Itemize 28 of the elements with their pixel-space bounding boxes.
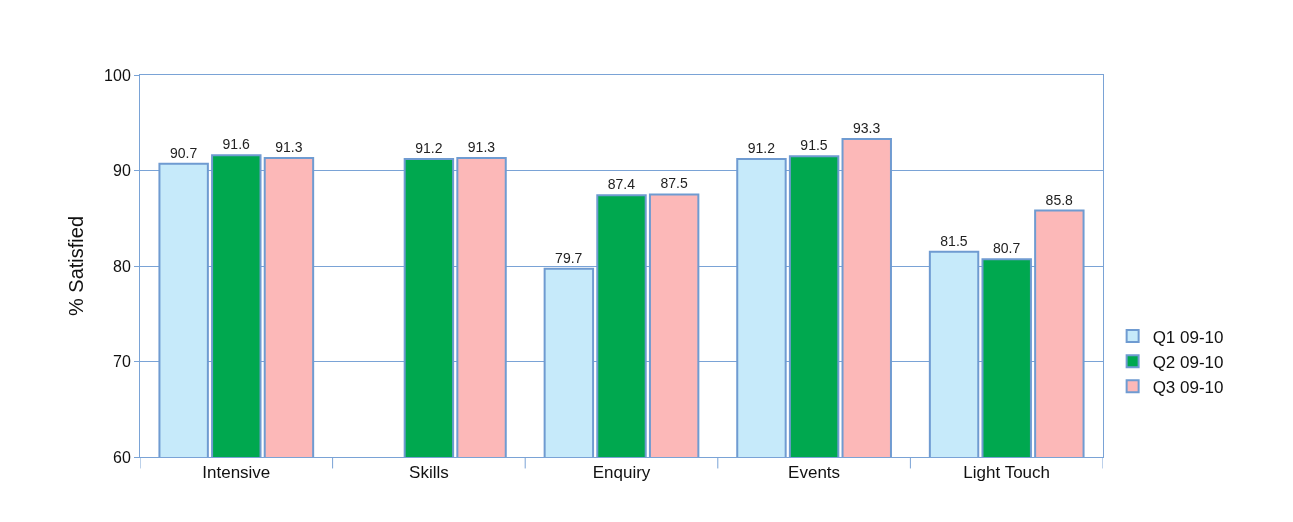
y-tick-label: 90 xyxy=(113,162,131,180)
legend-label: Q3 09-10 xyxy=(1152,377,1224,397)
y-tick-label: 60 xyxy=(113,448,131,466)
data-label: 93.3 xyxy=(853,119,881,136)
data-label: 91.3 xyxy=(275,139,303,156)
data-label: 91.3 xyxy=(467,139,496,156)
data-label: 85.8 xyxy=(1045,191,1074,208)
data-label: 91.6 xyxy=(222,136,251,153)
data-label: 90.7 xyxy=(169,144,198,161)
data-label: 87.5 xyxy=(660,175,688,192)
data-label: 91.2 xyxy=(747,140,776,157)
x-tick-label: Light Touch xyxy=(963,463,1051,483)
y-tick-label: 100 xyxy=(104,66,131,84)
y-tick-label: 80 xyxy=(113,257,131,275)
data-label: 81.5 xyxy=(940,232,968,249)
data-label: 80.7 xyxy=(992,240,1021,257)
y-tick-label: 70 xyxy=(113,353,131,371)
x-tick-label: Intensive xyxy=(202,463,271,483)
y-axis-title: % Satisfied xyxy=(64,215,87,317)
x-tick-label: Events xyxy=(788,463,841,483)
data-label: 91.2 xyxy=(415,140,443,157)
data-label: 91.5 xyxy=(800,137,828,154)
data-label: 87.4 xyxy=(607,176,636,193)
legend-label: Q1 09-10 xyxy=(1152,327,1224,347)
data-label: 79.7 xyxy=(555,249,583,266)
x-tick-label: Skills xyxy=(409,463,449,483)
legend-label: Q2 09-10 xyxy=(1152,352,1224,372)
x-tick-label: Enquiry xyxy=(592,463,651,483)
